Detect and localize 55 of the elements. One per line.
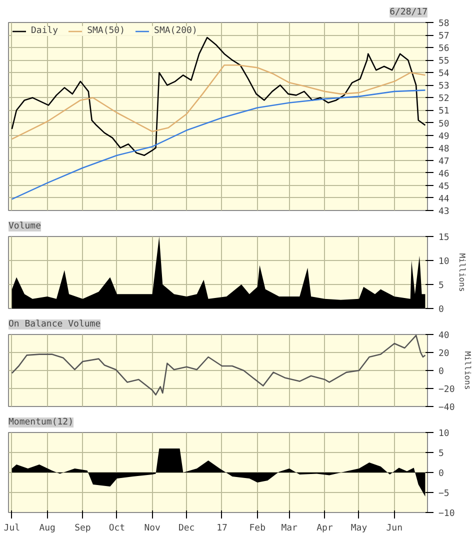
x-tick-label: Aug — [39, 524, 56, 534]
y-tick-label: 5 — [438, 449, 444, 459]
y-tick-label: 0 — [438, 305, 444, 315]
line-series — [11, 90, 426, 200]
y-tick-label: 5 — [438, 281, 444, 291]
y-tick-label: 43 — [438, 207, 450, 217]
y-tick-label: 0 — [438, 367, 444, 377]
y-tick-label: 44 — [438, 194, 450, 204]
x-tick-label: Dec — [178, 524, 195, 534]
x-tick-label: Nov — [144, 524, 160, 534]
y-tick-label: 54 — [438, 69, 450, 80]
legend-label: SMA(200) — [154, 26, 198, 36]
chart-title: Volume — [8, 222, 42, 232]
y-axis-title: Millions — [457, 253, 466, 292]
y-tick-label: 55 — [438, 56, 450, 67]
x-tick-label: Apr — [316, 524, 334, 534]
y-tick-label: 10 — [438, 429, 450, 439]
chart-title: On Balance Volume — [8, 320, 101, 330]
y-tick-label: 48 — [438, 144, 450, 154]
x-tick-label: Feb — [249, 524, 266, 534]
x-tick-label: Sep — [74, 524, 91, 534]
x-tick-label: 17 — [216, 524, 228, 534]
legend-label: Daily — [31, 26, 58, 36]
y-tick-label: 50 — [438, 119, 450, 130]
y-axis-title: Millions — [462, 351, 472, 390]
y-tick-label: −10 — [438, 509, 455, 519]
y-tick-label: 20 — [438, 349, 450, 359]
y-tick-label: 0 — [438, 469, 444, 479]
x-tick-label: Oct — [108, 524, 126, 534]
y-tick-label: 58 — [438, 19, 450, 29]
text: 6/28/17 — [390, 8, 428, 18]
line-series — [11, 64, 426, 140]
y-tick-label: 46 — [438, 169, 450, 180]
line-series — [11, 334, 426, 396]
y-tick-label: 49 — [438, 132, 450, 142]
y-tick-label: 10 — [438, 257, 450, 267]
x-tick-label: Jul — [4, 524, 20, 534]
y-tick-label: 51 — [438, 106, 450, 117]
y-tick-label: −5 — [438, 489, 450, 499]
x-tick-label: May — [350, 524, 368, 534]
y-tick-label: 53 — [438, 82, 450, 92]
y-tick-label: 45 — [438, 182, 450, 192]
y-tick-label: 57 — [438, 32, 450, 42]
y-tick-label: 40 — [438, 331, 450, 341]
x-tick-label: Jun — [386, 524, 403, 534]
line-series — [11, 36, 426, 156]
y-tick-label: 15 — [438, 233, 450, 243]
y-tick-label: 47 — [438, 156, 450, 167]
chart-title: Momentum(12) — [8, 418, 74, 428]
x-tick-label: Mar — [281, 524, 298, 534]
y-tick-label: 56 — [438, 44, 450, 54]
legend-label: SMA(50) — [87, 26, 126, 36]
y-tick-label: 52 — [438, 94, 450, 104]
y-tick-label: −40 — [438, 403, 455, 413]
y-tick-label: −20 — [438, 385, 455, 395]
